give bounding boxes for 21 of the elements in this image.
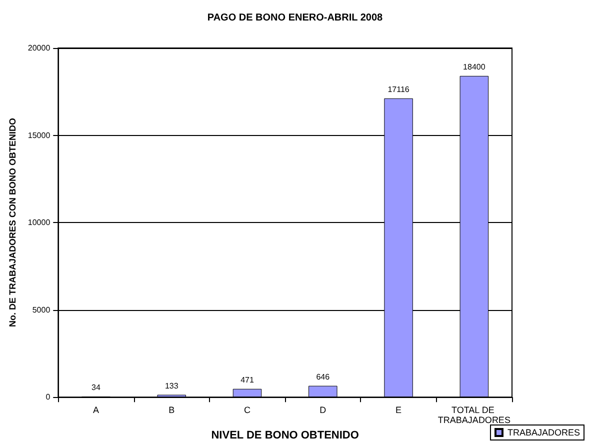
x-tick-label: E bbox=[396, 405, 402, 416]
x-tick-label: A bbox=[92, 405, 99, 416]
data-label: 133 bbox=[164, 381, 179, 390]
y-tick-label: 0 bbox=[46, 392, 51, 402]
data-label: 646 bbox=[316, 372, 330, 382]
data-label: 17116 bbox=[388, 84, 410, 94]
data-label: 471 bbox=[240, 375, 254, 384]
y-axis-title: No. DE TRABAJADORES CON BONO OBTENIDO bbox=[8, 118, 18, 328]
x-tick-label: B bbox=[168, 405, 175, 416]
chart-title: PAGO DE BONO ENERO-ABRIL 2008 bbox=[207, 12, 384, 24]
data-label: 18400 bbox=[463, 62, 486, 72]
y-tick-label: 5000 bbox=[32, 305, 51, 314]
y-tick-label: 20000 bbox=[28, 44, 51, 52]
x-tick-label: TOTAL DE TRABAJADORES bbox=[438, 405, 510, 426]
data-label: 34 bbox=[92, 383, 101, 392]
legend-label: TRABAJADORES bbox=[507, 428, 580, 438]
y-tick-label: 10000 bbox=[28, 218, 51, 228]
x-tick-label: C bbox=[244, 405, 251, 416]
x-tick-label: D bbox=[320, 405, 327, 416]
y-tick-label: 15000 bbox=[28, 130, 51, 140]
x-axis-title: NIVEL DE BONO OBTENIDO bbox=[211, 430, 360, 442]
